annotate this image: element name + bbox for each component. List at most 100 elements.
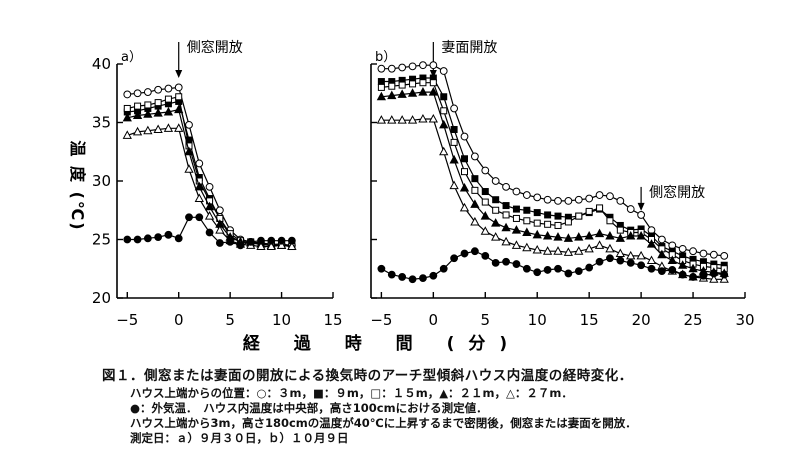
panel-b-point-series-4-8 [459,182,470,192]
panel-a-point-series-5-13 [256,241,266,251]
panel-a-point-series-4-3 [153,108,163,117]
panel-b-point-series-6-1 [387,270,396,279]
panel-a-point-series-6-6 [185,213,193,222]
panel-b-point-series-5-22 [605,243,615,253]
panel-b-point-series-6-26 [647,264,656,273]
caption-method-line: ハウス上端から3m，高さ180cmの温度が40℃に上昇するまで密閉後，側窓または… [130,416,637,430]
panel-b-point-series-4-14 [522,227,532,236]
panel-b-point-series-1-23 [616,196,625,205]
panel-b-point-series-6-25 [637,261,646,270]
panel-b-point-series-6-9 [470,247,479,256]
x-axis-label: 経 過 時 間 (分) [243,333,521,354]
panel-b-x-tick-label: 30 [735,311,754,329]
panel-b-point-series-3-14 [523,217,531,225]
panel-a-point-series-5-8 [204,211,215,220]
panel-b-point-series-1-33 [720,251,729,260]
panel-b-line-series-3 [381,82,725,270]
panel-a-y-tick-label: 30 [92,172,111,190]
panel-b-point-series-4-3 [407,88,418,97]
panel-a-x-tick-label: −5 [116,311,138,329]
panel-b-point-series-5-6 [439,146,449,156]
panel-b-point-series-4-20 [584,230,594,240]
panel-b-point-series-1-11 [491,177,500,185]
panel-b-point-series-1-8 [460,132,469,141]
panel-a-y-tick-label: 20 [92,289,111,307]
panel-b-point-series-4-26 [646,239,657,248]
panel-b-point-series-1-31 [699,249,708,258]
caption-date-line: 測定日：ａ）９月３０日，ｂ）１０月９日 [130,431,349,445]
panel-b-point-series-1-21 [595,191,604,199]
panel-b-point-series-3-6 [440,107,448,115]
panel-b-point-series-1-1 [387,64,396,73]
panel-b-point-series-6-19 [574,267,583,275]
panel-b-line-series-4 [381,91,725,274]
panel-b-point-series-1-9 [470,152,479,161]
panel-b-point-series-5-4 [418,113,428,123]
panel-b-point-series-1-4 [419,61,427,70]
panel-b-point-series-6-14 [522,264,531,273]
panel-b-point-series-5-10 [480,226,490,235]
panel-b-point-series-3-5 [429,79,437,87]
panel-a-line-series-3 [127,96,292,248]
panel-a-point-series-1-5 [174,83,183,92]
panel-a-y-tick-label: 40 [92,55,111,73]
panel-b-point-series-6-8 [460,249,469,258]
panel-b-x-tick-label: 5 [481,311,491,329]
panel-b-point-series-5-5 [428,113,438,123]
panel-b-point-series-6-10 [481,251,490,260]
panel-a-point-series-1-1 [133,89,142,98]
panel-b-annotation-arrow-head [637,202,645,211]
panel-a-point-series-1-4 [164,84,173,93]
panel-b-point-series-2-0 [377,78,385,86]
panel-b-point-series-4-21 [594,228,605,238]
panel-b-point-series-1-3 [408,62,417,71]
panel-b-point-series-6-2 [398,273,407,281]
panel-a-point-series-5-0 [122,130,132,139]
panel-a-point-series-6-11 [236,241,245,250]
panel-a-point-series-6-15 [277,236,286,245]
panel-b-x-tick-label: −5 [370,311,392,329]
panel-b-point-series-1-13 [512,187,521,196]
panel-b-point-series-6-24 [626,259,635,267]
panel-b-point-series-6-4 [419,274,427,283]
panel-b-point-series-4-0 [376,91,387,101]
panel-a-point-series-4-5 [174,104,184,114]
panel-b-point-series-4-19 [574,232,584,241]
panel-b-point-series-5-2 [397,115,407,124]
panel-b-point-series-6-6 [439,264,448,273]
panel-b-point-series-5-19 [574,246,584,255]
panel-b-point-series-4-22 [605,230,615,240]
panel-a-point-series-5-6 [184,164,194,173]
y-axis-label: 温 度 (℃) [68,139,87,231]
panel-a-point-series-6-2 [143,234,152,243]
panel-b-point-series-3-9 [471,186,479,194]
panel-a-point-series-6-7 [195,213,204,222]
panel-b-line-series-5 [381,118,725,280]
panel-a-point-series-6-9 [215,239,224,247]
panel-b-point-series-6-0 [377,264,386,273]
panel-a-point-series-5-5 [174,123,184,132]
panel-a-point-series-6-16 [287,236,296,245]
panel-a-point-series-6-12 [246,237,255,246]
caption-title: 図１．側窓または妻面の開放による換気時のアーチ型傾斜ハウス内温度の経時変化． [102,368,633,384]
panel-b-annotation-arrow-head [429,70,437,78]
panel-b-point-series-6-30 [689,273,697,281]
panel-a-point-series-5-1 [132,126,143,136]
panel-b-point-series-2-14 [523,206,531,214]
panel-a-point-series-5-4 [163,123,174,132]
panel-b-point-series-6-15 [533,268,542,277]
panel-a-point-series-6-1 [133,235,142,244]
panel-b-point-series-6-17 [554,264,562,273]
panel-a-point-series-1-9 [215,206,224,215]
panel-b-point-series-3-2 [398,81,406,89]
panel-b-point-series-5-20 [584,243,594,253]
panel-a-point-series-4-1 [132,110,143,119]
panel-b-point-series-6-33 [720,270,729,279]
panel-b-point-series-6-20 [585,263,594,272]
panel-b-point-series-4-18 [563,233,574,242]
panel-b-point-series-5-13 [511,240,522,249]
panel-a-point-series-3-2 [144,101,152,109]
panel-b-point-series-6-7 [450,254,459,263]
panel-b-point-series-4-28 [667,255,677,265]
